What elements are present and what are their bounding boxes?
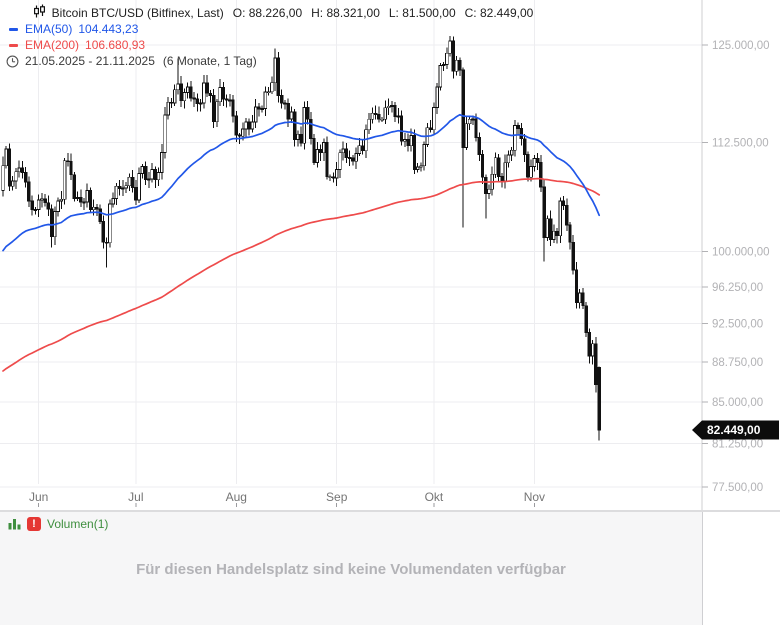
price-axis-label: 96.250,00: [712, 282, 763, 294]
gridlines: [0, 0, 702, 488]
close-label: C:: [464, 6, 477, 20]
price-axis-label: 92.500,00: [712, 319, 763, 331]
time-axis[interactable]: Jun Jul Aug Sep Okt Nov: [29, 490, 545, 507]
month-label: Jul: [128, 490, 143, 504]
axis-line-extension: [702, 512, 703, 625]
legend-ema200[interactable]: EMA(200) 106.680,93: [6, 37, 533, 53]
instrument-title: Bitcoin BTC/USD (Bitfinex, Last): [51, 6, 224, 20]
open-label: O:: [232, 6, 246, 20]
price-axis[interactable]: 125.000,00 112.500,00 100.000,00 96.250,00 9…: [702, 40, 770, 494]
instrument-title-row: Bitcoin BTC/USD (Bitfinex, Last) O: 88.2…: [6, 4, 534, 21]
volume-label: Volumen(1): [47, 517, 109, 531]
month-label: Jun: [29, 490, 48, 504]
ema50-line: [2, 113, 601, 252]
ema50-name: EMA(50): [25, 22, 73, 36]
price-axis-label: 88.750,00: [712, 357, 763, 369]
price-axis-label: 81.250,00: [712, 438, 763, 450]
warning-icon: !: [27, 517, 41, 531]
chart-header: Bitcoin BTC/USD (Bitfinex, Last) O: 88.2…: [6, 4, 534, 69]
price-axis-label: 77.500,00: [712, 482, 763, 494]
candlestick-series: [1, 36, 601, 441]
volume-legend[interactable]: ! Volumen(1): [8, 517, 108, 531]
ema200-swatch-icon: [9, 43, 18, 47]
ema50-swatch-icon: [9, 27, 18, 31]
price-axis-label: 125.000,00: [712, 40, 770, 52]
legend-ema50[interactable]: EMA(50) 104.443,23: [6, 21, 533, 37]
last-price-value: 82.449,00: [707, 423, 761, 437]
ema200-name: EMA(200): [25, 38, 80, 52]
close-value: 82.449,00: [479, 6, 534, 20]
date-range-detail: (6 Monate, 1 Tag): [162, 54, 257, 68]
price-axis-label: 112.500,00: [712, 137, 769, 149]
price-chart-canvas[interactable]: 125.000,00 112.500,00 100.000,00 96.250,00 9…: [0, 0, 780, 510]
high-label: H:: [311, 6, 324, 20]
low-value: 81.500,00: [402, 6, 456, 20]
low-label: L:: [388, 6, 399, 20]
high-value: 88.321,00: [326, 6, 380, 20]
open-value: 88.226,00: [248, 6, 303, 20]
volume-panel: ! Volumen(1) Für diesen Handelsplatz sin…: [0, 510, 780, 625]
month-label: Aug: [226, 490, 247, 504]
month-label: Sep: [326, 490, 348, 504]
clock-icon: [6, 55, 19, 68]
month-label: Nov: [524, 490, 545, 504]
date-range-row[interactable]: 21.05.2025 - 21.11.2025 (6 Monate, 1 Tag…: [6, 53, 533, 69]
ema50-value: 104.443,23: [78, 22, 139, 36]
price-axis-label: 100.000,00: [712, 246, 770, 258]
volume-bars-icon: [8, 518, 21, 530]
ema200-line: [2, 177, 601, 372]
last-price-tag: 82.449,00: [692, 420, 779, 440]
date-range-text: 21.05.2025 - 21.11.2025: [25, 54, 155, 68]
price-axis-label: 85.000,00: [712, 397, 763, 409]
ema200-value: 106.680,93: [85, 38, 146, 52]
month-label: Okt: [425, 490, 444, 504]
volume-message: Für diesen Handelsplatz sind keine Volum…: [136, 561, 566, 578]
candlestick-icon: [6, 0, 47, 39]
